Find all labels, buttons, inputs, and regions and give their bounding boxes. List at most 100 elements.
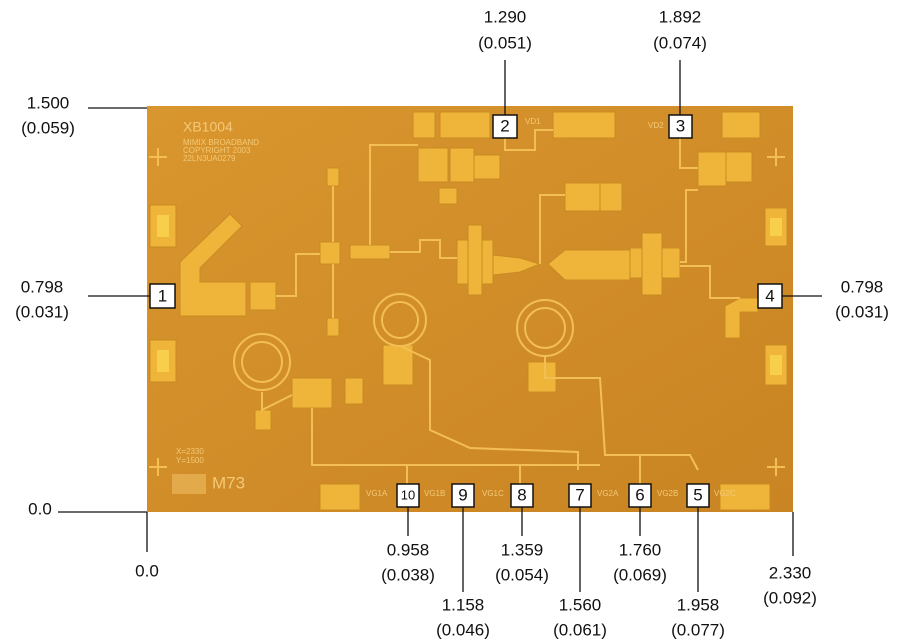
die-feature <box>172 474 206 494</box>
die-feature <box>473 154 501 180</box>
die-vg1a: VG1A <box>366 489 388 498</box>
die-vd1: VD1 <box>525 117 541 126</box>
dim-mm: 1.158 <box>442 595 485 614</box>
die-feature <box>599 182 623 212</box>
die-vg1c: VG1C <box>482 489 504 498</box>
pad-number: 10 <box>401 487 415 502</box>
die-part: XB1004 <box>183 119 233 135</box>
pad-number: 8 <box>517 485 526 504</box>
die-xsize: X=2330 <box>176 447 204 456</box>
die-copyright: COPYRIGHT 2003 <box>183 146 251 155</box>
dim-inch: (0.031) <box>835 302 889 321</box>
die-lot: 22LN3UA0279 <box>183 154 236 163</box>
die-vg1b: VG1B <box>424 489 445 498</box>
die-feature <box>770 218 782 236</box>
pad-box <box>451 483 475 508</box>
pad-box <box>686 483 710 508</box>
die-feature <box>697 151 727 187</box>
die-feature <box>467 224 483 296</box>
dim-inch: (0.038) <box>381 565 435 584</box>
die-feature <box>326 167 340 187</box>
die-feature <box>417 147 449 183</box>
pad-number: 7 <box>575 485 584 504</box>
dim-mm: 1.958 <box>677 595 720 614</box>
padboxes <box>149 114 783 508</box>
pad-number: 6 <box>635 485 644 504</box>
leads <box>58 60 822 592</box>
pad-box <box>568 483 592 508</box>
die-feature <box>641 232 663 296</box>
dim-inch: (0.051) <box>478 33 532 52</box>
die-feature <box>149 148 785 476</box>
die-feature <box>179 213 247 317</box>
die-feature <box>544 356 699 471</box>
die-art <box>147 106 793 512</box>
die-feature <box>276 253 320 297</box>
dim-inch: (0.092) <box>763 588 817 607</box>
die-vg2b: VG2B <box>657 489 678 498</box>
die-feature <box>319 241 341 265</box>
die-feature <box>241 341 283 383</box>
die-feature <box>399 345 579 470</box>
pad-number: 5 <box>693 485 702 504</box>
dim-mm: 0.0 <box>135 561 159 580</box>
pad-box <box>757 283 783 309</box>
die-feature <box>524 307 566 349</box>
die-ysize: Y=1500 <box>176 456 204 465</box>
die-vg2c: VG2C <box>714 489 736 498</box>
pad-number: 4 <box>765 286 774 305</box>
die-feature <box>311 408 600 466</box>
die-feature <box>382 344 414 386</box>
pad-box <box>149 283 176 309</box>
die-feature <box>770 355 782 375</box>
die-feature <box>291 377 333 409</box>
die-feature <box>344 377 364 405</box>
dim-mm: 0.958 <box>387 540 430 559</box>
die-feature <box>719 483 771 511</box>
die-feature <box>319 483 361 511</box>
die-vg2a: VG2A <box>597 489 619 498</box>
dim-inch: (0.069) <box>613 565 667 584</box>
dim-mm: 1.500 <box>27 93 70 112</box>
die-feature <box>438 187 458 205</box>
die-feature <box>390 239 457 259</box>
dim-mm: 2.330 <box>769 563 812 582</box>
die-feature <box>412 111 436 139</box>
die-feature <box>725 151 753 183</box>
pad-box <box>396 483 420 508</box>
dim-mm: 0.798 <box>841 277 884 296</box>
die-feature <box>326 317 340 337</box>
dim-mm: 0.0 <box>28 499 52 518</box>
die-feature <box>552 111 616 139</box>
dim-inch: (0.059) <box>21 118 75 137</box>
die-feature <box>369 144 418 245</box>
die-feature <box>381 301 419 339</box>
die-feature <box>680 189 698 263</box>
pad-box <box>492 114 518 139</box>
die-feature <box>680 265 740 299</box>
die-feature <box>547 249 631 281</box>
die-maker: MIMIX BROADBAND <box>183 138 259 147</box>
die-feature <box>261 392 293 412</box>
die-feature <box>504 129 553 151</box>
dim-inch: (0.077) <box>671 620 725 639</box>
pad-number: 3 <box>676 116 685 135</box>
dim-mm: 1.560 <box>559 595 602 614</box>
die-feature <box>157 350 169 372</box>
dim-mm: 1.290 <box>484 7 527 26</box>
dim-mm: 1.892 <box>659 7 702 26</box>
pad-box <box>668 114 693 139</box>
die-feature <box>564 182 606 212</box>
dim-inch: (0.046) <box>436 620 490 639</box>
dim-mm: 1.760 <box>619 540 662 559</box>
die-feature <box>679 138 698 169</box>
die-feature <box>254 409 272 431</box>
dim-inch: (0.074) <box>653 33 707 52</box>
dim-inch: (0.061) <box>553 620 607 639</box>
pad-number: 9 <box>458 485 467 504</box>
dim-inch: (0.031) <box>15 302 69 321</box>
dim-mm: 1.359 <box>501 540 544 559</box>
die-vd2: VD2 <box>648 121 664 130</box>
die-feature <box>349 244 391 260</box>
